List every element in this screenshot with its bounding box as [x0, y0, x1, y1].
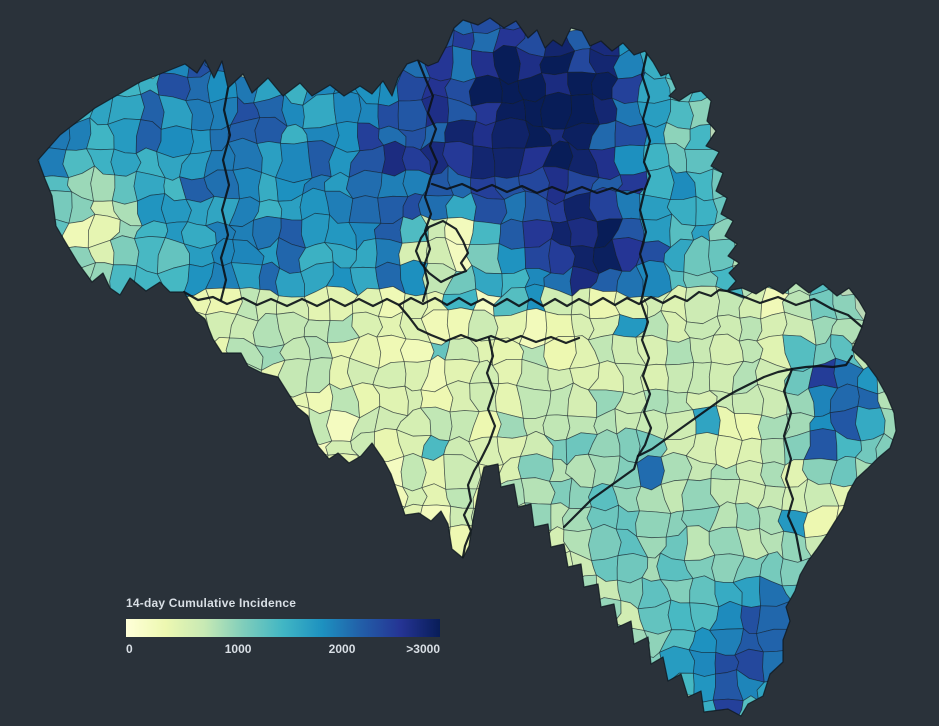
municipality-cell[interactable]	[109, 264, 138, 299]
municipality-cell[interactable]	[189, 129, 212, 155]
municipality-cell[interactable]	[688, 75, 720, 103]
municipality-cell[interactable]	[689, 575, 720, 608]
municipality-cell[interactable]	[469, 220, 502, 245]
municipality-cell[interactable]	[397, 99, 428, 132]
municipality-cell[interactable]	[566, 217, 599, 249]
province-border	[640, 51, 652, 191]
municipality-cell[interactable]	[762, 649, 791, 683]
province-border	[416, 58, 439, 303]
municipality-cell[interactable]	[469, 3, 501, 34]
municipality-cell[interactable]	[493, 502, 532, 532]
municipality-cell[interactable]	[517, 453, 554, 482]
municipality-cell[interactable]	[451, 3, 474, 36]
province-border-layer	[182, 51, 864, 562]
municipality-cell[interactable]	[635, 510, 672, 539]
province-border	[782, 367, 803, 562]
legend-tick-2000: 2000	[328, 642, 356, 656]
province-border	[219, 86, 232, 302]
municipality-cell[interactable]	[348, 195, 382, 224]
municipality-cell[interactable]	[373, 502, 406, 533]
municipality-cell[interactable]	[300, 451, 329, 484]
municipality-cell[interactable]	[156, 125, 194, 158]
municipality-cell[interactable]	[424, 45, 454, 82]
municipality-cell[interactable]	[498, 218, 526, 250]
municipality-cell[interactable]	[665, 337, 695, 366]
municipality-cell[interactable]	[37, 126, 71, 151]
municipality-cell[interactable]	[692, 672, 716, 703]
municipality-cell[interactable]	[876, 357, 912, 395]
province-border	[461, 336, 497, 559]
municipality-cell[interactable]	[760, 438, 786, 466]
municipality-cell[interactable]	[711, 168, 742, 200]
municipality-cell[interactable]	[836, 502, 857, 534]
province-border	[636, 300, 653, 458]
municipality-cell[interactable]	[333, 75, 360, 95]
municipality-cell[interactable]	[258, 172, 279, 203]
municipality-cell[interactable]	[287, 405, 310, 443]
legend: 14-day Cumulative Incidence 0 1000 2000 …	[126, 596, 440, 657]
municipality-cell[interactable]	[324, 453, 361, 489]
municipality-cell[interactable]	[663, 409, 697, 440]
province-border	[182, 288, 864, 329]
municipality-cell[interactable]	[445, 488, 478, 509]
municipality-cell[interactable]	[491, 117, 531, 149]
province-border	[638, 187, 649, 304]
municipality-cell[interactable]	[541, 71, 572, 96]
municipality-cell[interactable]	[613, 144, 647, 176]
municipality-cell[interactable]	[880, 407, 913, 441]
legend-gradient-bar	[126, 619, 440, 637]
country-outline	[37, 17, 897, 717]
municipality-cell[interactable]	[398, 503, 423, 535]
municipality-cell[interactable]	[400, 338, 435, 363]
municipality-cell[interactable]	[36, 175, 73, 193]
legend-tick-1000: 1000	[224, 642, 252, 656]
municipality-cell[interactable]	[352, 454, 379, 490]
municipality-cell[interactable]	[449, 505, 474, 528]
province-border	[397, 303, 581, 345]
municipality-cell[interactable]	[333, 90, 362, 124]
municipality-cell[interactable]	[515, 527, 552, 562]
municipality-cell[interactable]	[420, 5, 456, 31]
municipality-cell[interactable]	[470, 145, 496, 180]
province-border	[562, 354, 854, 529]
province-border	[430, 182, 644, 196]
legend-title: 14-day Cumulative Incidence	[126, 596, 297, 610]
municipality-cell[interactable]	[544, 550, 575, 582]
municipality-cell[interactable]	[564, 574, 598, 605]
municipality-cell[interactable]	[109, 235, 140, 267]
legend-tick-min: 0	[126, 642, 133, 656]
legend-tick-max: >3000	[406, 642, 440, 656]
municipality-cell[interactable]	[524, 502, 552, 532]
municipality-cell[interactable]	[665, 50, 695, 82]
province-border	[414, 219, 470, 284]
legend-ticks: 0 1000 2000 >3000	[126, 642, 440, 657]
municipality-cell[interactable]	[111, 171, 138, 205]
municipality-cell[interactable]	[419, 526, 451, 559]
municipality-cell[interactable]	[334, 121, 361, 153]
